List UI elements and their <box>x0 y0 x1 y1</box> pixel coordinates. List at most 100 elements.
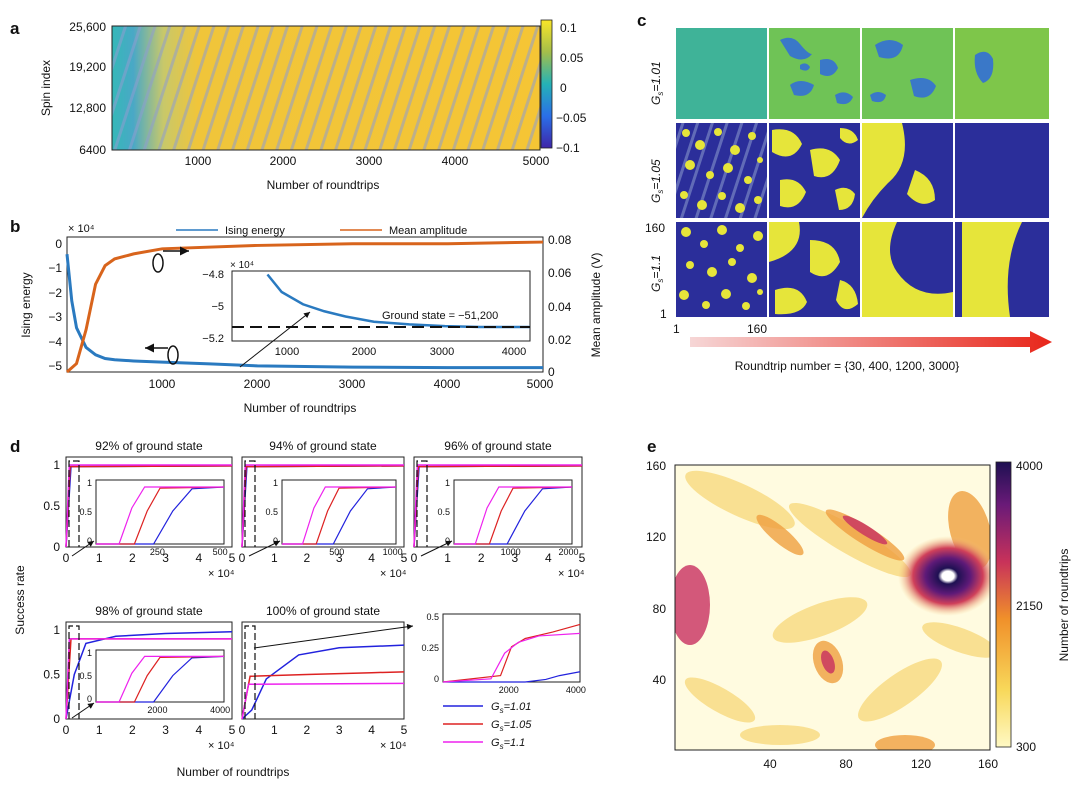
d-xtick: 0 <box>239 551 246 565</box>
panel-b-exponent: × 10⁴ <box>68 223 95 235</box>
zoom-region-box <box>68 460 80 547</box>
d-ytick: 0.5 <box>43 499 60 513</box>
e-ytick: 80 <box>653 602 667 616</box>
inset-ytick: 0.5 <box>426 612 439 622</box>
c-row-label: Gs=1.1 <box>649 255 665 292</box>
b-inset-xtick: 2000 <box>352 346 376 358</box>
b-xtick: 3000 <box>339 377 366 391</box>
amplitude-marker-ellipse <box>152 253 164 273</box>
inset-xtick: 500 <box>213 547 228 557</box>
c-row-label: Gs=1.05 <box>649 159 665 203</box>
inset-success-line <box>454 486 573 545</box>
legend-g: G <box>491 719 500 731</box>
legend-label-g105: Gs=1.05 <box>491 719 532 733</box>
a-xtick: 5000 <box>523 154 550 168</box>
zoom-region-box <box>68 625 80 719</box>
e-cb-tick: 300 <box>1016 740 1036 754</box>
panel-b-xticks: 1000 2000 3000 4000 5000 <box>149 377 554 391</box>
panel-e-colorbar-label: Number of roundtrips <box>1057 549 1071 662</box>
inset-ytick: 0.5 <box>79 507 92 517</box>
inset-ytick: 0 <box>273 536 278 546</box>
b-xtick: 4000 <box>434 377 461 391</box>
e-cb-tick: 4000 <box>1016 459 1043 473</box>
inset-xtick: 2000 <box>558 547 578 557</box>
legend-sub: s <box>500 724 504 733</box>
panel-e-colorbar-ticks: 4000 2150 300 <box>1016 459 1043 754</box>
d-xtick: 1 <box>271 551 278 565</box>
subplot-axes <box>241 621 405 720</box>
subplot-inset-2: 1 0.5 0 500 1000 <box>265 478 402 557</box>
d-xtick: 4 <box>368 551 375 565</box>
panel-a-heatmap <box>111 25 541 151</box>
b-ytick-right: 0.02 <box>548 333 572 347</box>
inset-ytick: 0 <box>445 536 450 546</box>
subplot-title: 92% of ground state <box>95 439 203 453</box>
d-ytick: 0 <box>53 540 60 554</box>
c-xtick-right: 160 <box>747 322 767 336</box>
energy-marker-ellipse <box>167 345 179 365</box>
d-x-exponent: × 10⁴ <box>558 568 585 580</box>
zoom-arrow <box>248 540 281 557</box>
legend-g: G <box>491 701 500 713</box>
legend-label-ising: Ising energy <box>225 225 285 237</box>
inset-success-line <box>443 671 581 683</box>
d-xtick: 4 <box>368 723 375 737</box>
inset-ytick: 1 <box>87 648 92 658</box>
d-xtick: 2 <box>303 723 310 737</box>
d-ytick: 1 <box>53 458 60 472</box>
a-xtick: 2000 <box>270 154 297 168</box>
panel-a-colorbar-ticks: 0.1 0.05 0 −0.05 −0.1 <box>556 21 587 155</box>
panel-b-inset-xticks: 1000 2000 3000 4000 <box>275 346 526 358</box>
c-row-label-sub: s <box>656 279 665 283</box>
c-row-label-value: =1.1 <box>649 255 663 279</box>
panel-c-caption: Roundtrip number = {30, 400, 1200, 3000} <box>735 359 960 373</box>
d-xtick: 3 <box>511 551 518 565</box>
zoom-region-box <box>244 460 256 547</box>
d-xtick: 3 <box>336 723 343 737</box>
inset-ising-energy-line <box>266 273 530 329</box>
b-ytick: 0 <box>55 237 62 251</box>
inset-success-line <box>96 486 225 545</box>
inset-zoom-arrow <box>239 311 311 368</box>
b-ytick: −4 <box>48 335 62 349</box>
inset-success-line <box>442 632 581 683</box>
panel-label-a: a <box>10 19 20 38</box>
panel-e-colorbar <box>995 461 1012 748</box>
inset-xtick: 1000 <box>501 547 521 557</box>
panel-d-subplots: 92% of ground state 1 0.5 0 0 1 2 3 4 5 × 10⁴ 94% o… <box>43 439 586 752</box>
success-line <box>65 631 233 720</box>
c-row-label-value: =1.05 <box>649 159 663 190</box>
panel-label-d: d <box>10 437 20 456</box>
d-xtick: 0 <box>411 551 418 565</box>
e-xtick: 160 <box>978 757 998 771</box>
panel-c-row-3 <box>676 222 1049 317</box>
panel-b-series <box>65 240 544 374</box>
legend-value: =1.01 <box>504 701 532 713</box>
panel-b-ylabel-right: Mean amplitude (V) <box>589 253 603 358</box>
inset-xtick: 4000 <box>210 705 230 715</box>
panel-a-yticks: 25,600 19,200 12,800 6400 <box>69 20 106 157</box>
b-ytick-right: 0.04 <box>548 300 572 314</box>
legend-sub: s <box>500 742 504 751</box>
panel-label-c: c <box>637 11 646 30</box>
a-cb-tick: 0.05 <box>560 51 584 65</box>
panel-b-yticks: 0 −1 −2 −3 −4 −5 <box>48 237 62 373</box>
inset-ytick: 0.5 <box>265 507 278 517</box>
inset-ytick: 0 <box>87 694 92 704</box>
d-xtick: 5 <box>401 723 408 737</box>
a-ytick: 12,800 <box>69 101 106 115</box>
inset-ytick: 0.5 <box>79 671 92 681</box>
d-xtick: 2 <box>129 723 136 737</box>
panel-label-e: e <box>647 437 656 456</box>
d-xtick: 1 <box>96 551 103 565</box>
d-x-exponent: × 10⁴ <box>380 568 407 580</box>
d-xtick: 0 <box>63 723 70 737</box>
d-x-exponent: × 10⁴ <box>208 568 235 580</box>
zoom-arrow <box>71 702 95 719</box>
subplot-inset-1: 1 0.5 0 250 500 <box>79 478 227 557</box>
b-ytick: −2 <box>48 286 62 300</box>
b-ytick-right: 0.08 <box>548 233 572 247</box>
d-xtick: 1 <box>96 723 103 737</box>
subplot-title: 94% of ground state <box>269 439 377 453</box>
